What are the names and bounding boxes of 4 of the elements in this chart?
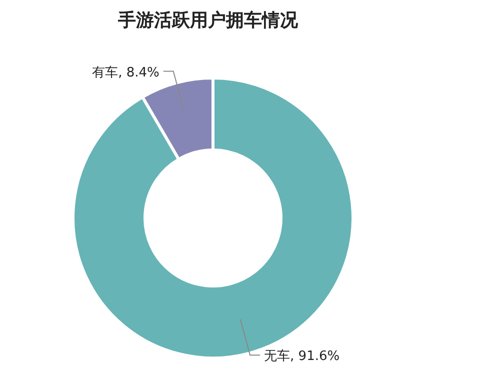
donut-slice — [72, 76, 354, 360]
slice-label: 有车, 8.4% — [92, 65, 160, 80]
slice-label: 无车, 91.6% — [264, 349, 340, 364]
chart-title: 手游活跃用户拥车情况 — [117, 10, 299, 31]
